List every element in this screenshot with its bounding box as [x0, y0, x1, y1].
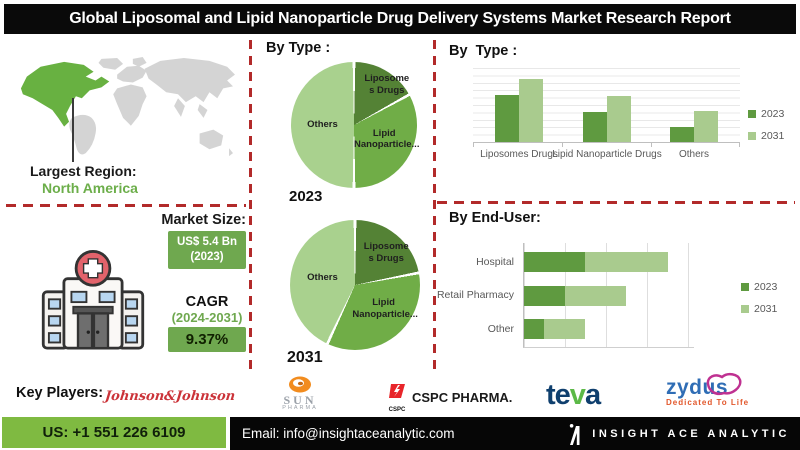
by-type-bar-chart — [473, 68, 740, 147]
pie-slice-label-lipid: Lipid Nanoparticle... — [354, 127, 420, 151]
left-dashed-divider — [6, 204, 246, 207]
legend-swatch-2031 — [748, 132, 756, 140]
hbar-hospital-2023 — [524, 252, 585, 272]
sun-pharma-logo: SUN PHARMA — [276, 376, 324, 412]
cagr-value: 9.37% — [185, 331, 229, 348]
legend-item-2023: 2023 — [741, 281, 777, 293]
pie-year-2023: 2023 — [289, 188, 323, 205]
bar-liposomes-drugs-2031 — [519, 79, 543, 142]
phone-box: US: +1 551 226 6109 — [2, 417, 226, 448]
hospital-building-icon — [41, 250, 145, 350]
pie-slice-label-liposomes: Liposome s Drugs — [364, 73, 410, 97]
hbar-retail-pharmacy-2031 — [565, 286, 626, 306]
hbar-other-2031 — [544, 319, 585, 339]
pie-slice-label-liposomes: Liposome s Drugs — [363, 240, 409, 264]
legend-label: 2023 — [754, 281, 778, 293]
axis-tick — [651, 143, 652, 147]
zydus-heart-icon — [706, 372, 742, 396]
pie-slice-label-others: Others — [307, 272, 338, 283]
hbar-other-2023 — [524, 319, 544, 339]
teva-logo: teva — [546, 379, 601, 411]
key-players-label: Key Players: — [16, 385, 104, 401]
cagr-box: 9.37% — [168, 327, 246, 352]
pie-slice-label-others: Others — [307, 118, 338, 130]
right-dashed-divider — [437, 201, 795, 204]
market-size-value: US$ 5.4 Bn — [176, 236, 238, 249]
by-enduser-bar-chart — [523, 243, 694, 348]
legend-label: 2031 — [754, 303, 778, 315]
legend-item-2031: 2031 — [741, 303, 777, 315]
largest-region-value: North America — [42, 180, 138, 196]
bar-category-label: Lipid Nanoparticle Drugs — [552, 149, 662, 160]
legend-label: 2023 — [761, 108, 785, 120]
axis-tick — [739, 143, 740, 147]
pie-slice-label-lipid: Lipid Nanoparticle... — [352, 296, 418, 320]
cspc-pharma-name: CSPC PHARMA. — [412, 390, 513, 405]
market-size-year: (2023) — [190, 251, 224, 263]
bar-liposomes-drugs-2023 — [495, 95, 519, 142]
legend-swatch-2023 — [741, 283, 749, 291]
insight-ace-logo-icon — [570, 423, 580, 445]
johnson-and-johnson-logo: Johnson&Johnson — [104, 389, 236, 404]
bar-others-2031 — [694, 111, 718, 142]
legend-swatch-2031 — [741, 305, 749, 313]
pie-year-2031: 2031 — [287, 349, 323, 366]
legend-label: 2031 — [761, 130, 785, 142]
pie-section-header: By Type : — [266, 40, 331, 56]
bar-section-header: By Type : — [449, 43, 518, 59]
divider-middle-right — [433, 40, 436, 373]
market-size-label: Market Size: — [161, 212, 246, 228]
hbar-hospital-2031 — [585, 252, 668, 272]
divider-left-middle — [249, 40, 252, 373]
bar-category-label: Liposomes Drugs — [480, 149, 558, 160]
cagr-label: CAGR — [185, 294, 229, 310]
market-size-box: US$ 5.4 Bn (2023) — [168, 231, 246, 269]
cagr-period: (2024-2031) — [171, 310, 243, 325]
sun-pharma-swirl-icon — [289, 376, 311, 393]
enduser-row-label: Other — [487, 323, 514, 335]
cspc-flag-icon — [389, 384, 405, 398]
bar-lipid-nanoparticle-drugs-2031 — [607, 96, 631, 142]
enduser-section-header: By End-User: — [449, 210, 541, 226]
enduser-row-label: Hospital — [476, 256, 514, 268]
bar-lipid-nanoparticle-drugs-2023 — [583, 112, 607, 142]
phone-number: US: +1 551 226 6109 — [42, 424, 186, 441]
bar-others-2023 — [670, 127, 694, 142]
axis-tick — [562, 143, 563, 147]
axis-tick — [473, 143, 474, 147]
brand-name: INSIGHT ACE ANALYTIC — [592, 427, 790, 440]
zydus-logo: zydus Dedicated To Life — [666, 372, 749, 407]
largest-region-label: Largest Region: — [30, 163, 137, 179]
pie-chart-2031: Liposome s Drugs Lipid Nanoparticle... Oth… — [290, 220, 420, 350]
footer-bar: Email: info@insightaceanalytic.com INSIG… — [230, 417, 800, 450]
insight-ace-brand: INSIGHT ACE ANALYTIC — [568, 417, 790, 450]
cspc-logo-icon: CSPC — [388, 383, 406, 413]
world-map — [20, 56, 235, 157]
enduser-row-label: Retail Pharmacy — [436, 289, 514, 301]
pie-chart-2023: Liposome s Drugs Lipid Nanoparticle... Oth… — [291, 62, 420, 188]
report-title: Global Liposomal and Lipid Nanoparticle … — [69, 10, 731, 27]
map-pointer-line — [72, 98, 74, 162]
hbar-retail-pharmacy-2023 — [524, 286, 565, 306]
email-address: Email: info@insightaceanalytic.com — [242, 426, 455, 441]
report-title-bar: Global Liposomal and Lipid Nanoparticle … — [4, 4, 796, 34]
legend-swatch-2023 — [748, 110, 756, 118]
legend-item-2023: 2023 — [748, 108, 784, 120]
legend-item-2031: 2031 — [748, 130, 784, 142]
map-region-north-america — [20, 61, 110, 127]
teva-leaf-v: v — [569, 379, 586, 411]
bar-category-label: Others — [678, 149, 709, 160]
